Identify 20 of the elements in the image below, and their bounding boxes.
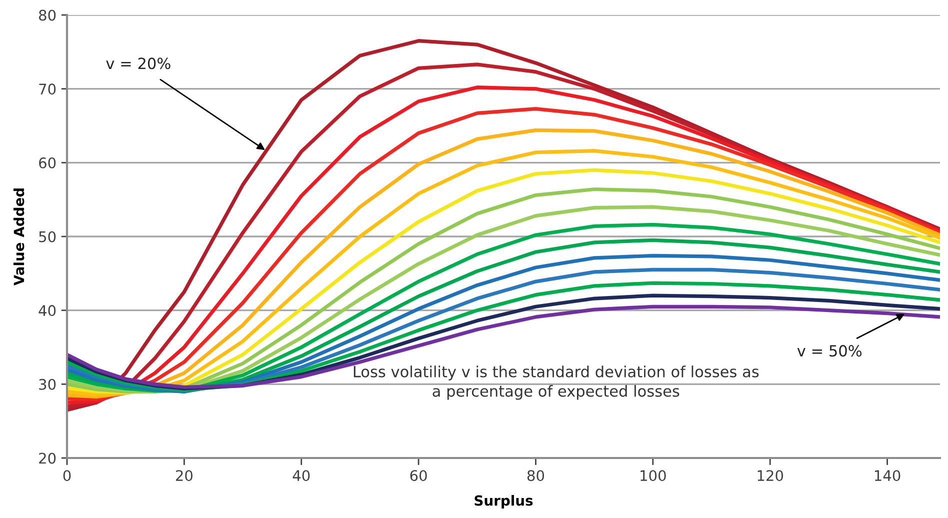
x-tick-label: 40 [292,470,310,482]
y-tick-label: 70 [39,84,56,95]
x-axis-title: Surplus [474,495,533,508]
y-tick-label: 30 [39,378,56,390]
annotation: Loss volatility v is the standard deviation of losses as a percentage of expected losses [354,366,759,400]
x-tick-label: 60 [410,470,427,482]
y-tick-label: 40 [38,305,56,316]
x-tick-label: 140 [874,470,900,482]
y-tick-label: 20 [39,452,56,464]
y-tick-label: 60 [39,157,56,168]
x-tick-label: 20 [176,470,192,482]
x-tick-label: 80 [527,470,544,482]
x-tick-label: 120 [758,470,784,482]
y-tick-label: 80 [39,10,56,21]
x-tick-label: 0 [63,470,71,482]
x-tick-label: 100 [640,470,666,482]
annotation: v = 50% [797,345,862,357]
annotation: v = 20% [106,58,170,70]
y-tick-label: 50 [39,231,56,242]
y-axis-title: Value Added [13,188,24,286]
